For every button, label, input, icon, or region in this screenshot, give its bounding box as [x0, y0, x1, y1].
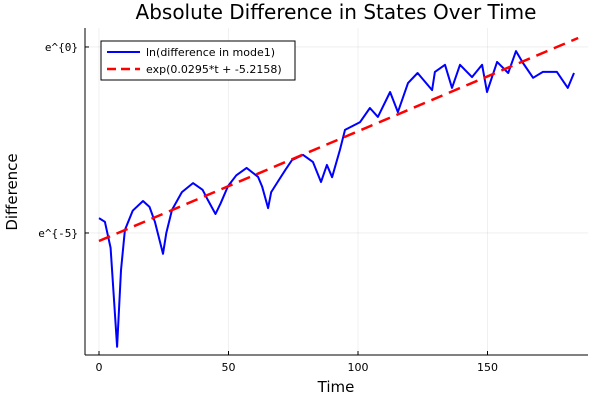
y-tick-label: e^{0}: [45, 41, 78, 54]
series-line-difference: [98, 50, 575, 348]
legend-box: [100, 40, 296, 81]
chart-title: Absolute Difference in States Over Time: [136, 0, 537, 24]
legend-label-blue: ln(difference in mode1): [146, 46, 275, 59]
series-line-exp-fit: [98, 36, 579, 243]
x-axis-label: Time: [317, 378, 355, 396]
y-axis-label: Difference: [3, 153, 21, 230]
series: [98, 36, 579, 348]
legend: ln(difference in mode1) exp(0.0295*t + -…: [100, 40, 296, 81]
axes: 0 50 100 150 e^{0} e^{-5}: [38, 28, 588, 374]
x-tick-label: 0: [95, 361, 102, 374]
legend-label-red: exp(0.0295*t + -5.2158): [146, 63, 282, 76]
y-tick-label: e^{-5}: [38, 227, 78, 240]
x-tick-label: 100: [347, 361, 368, 374]
x-tick-label: 150: [477, 361, 498, 374]
x-tick-label: 50: [221, 361, 235, 374]
